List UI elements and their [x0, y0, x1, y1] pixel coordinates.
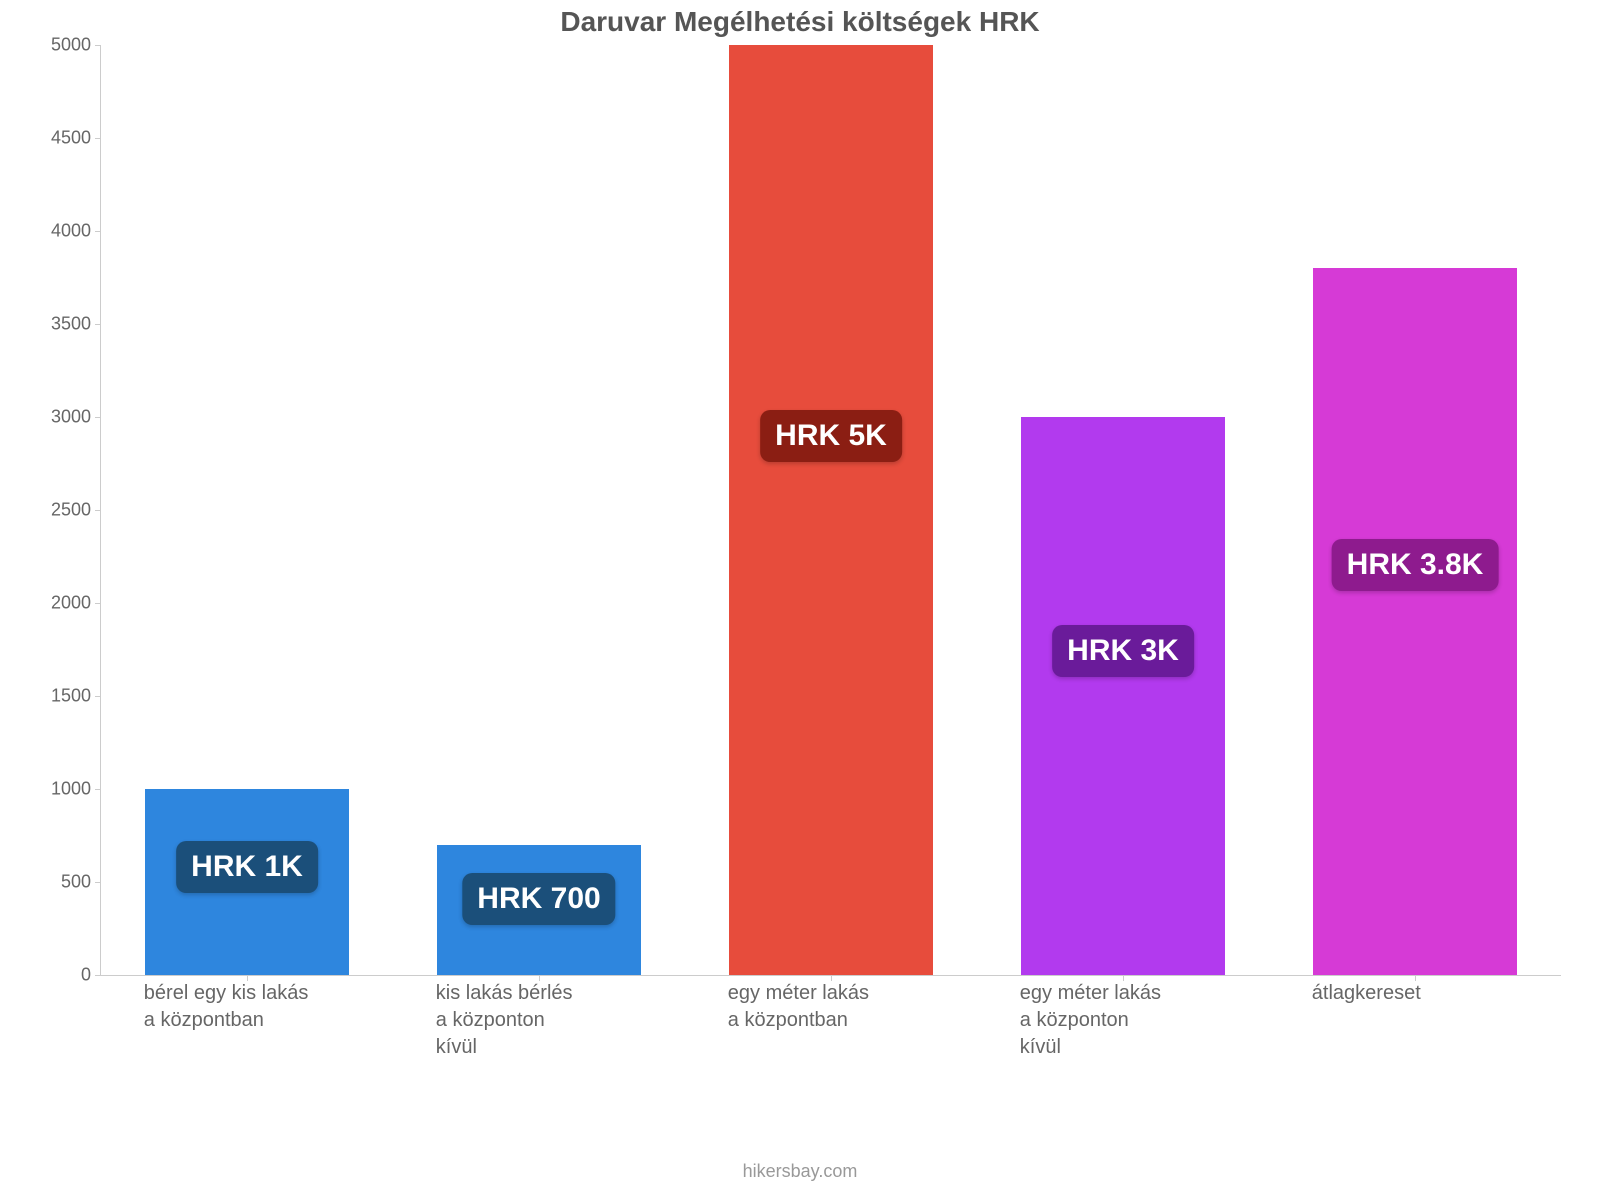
y-tick-mark	[95, 417, 101, 418]
value-badge: HRK 1K	[176, 841, 318, 893]
bar	[729, 45, 933, 975]
plot-area: 0500100015002000250030003500400045005000…	[100, 45, 1561, 976]
y-tick-label: 3500	[51, 314, 101, 335]
y-tick-label: 2000	[51, 593, 101, 614]
x-axis-label: bérel egy kis lakás a központban	[144, 980, 309, 1034]
x-axis-label: átlagkereset	[1312, 980, 1421, 1007]
attribution-text: hikersbay.com	[0, 1161, 1600, 1182]
x-axis-label: egy méter lakás a központon kívül	[1020, 980, 1161, 1061]
x-axis-label: kis lakás bérlés a központon kívül	[436, 980, 573, 1061]
value-badge: HRK 700	[462, 873, 615, 925]
value-badge: HRK 3.8K	[1332, 539, 1499, 591]
y-tick-label: 3000	[51, 407, 101, 428]
y-tick-mark	[95, 510, 101, 511]
y-tick-mark	[95, 696, 101, 697]
y-tick-mark	[95, 603, 101, 604]
value-badge: HRK 5K	[760, 410, 902, 462]
y-tick-label: 4000	[51, 221, 101, 242]
value-badge: HRK 3K	[1052, 625, 1194, 677]
x-axis-label: egy méter lakás a központban	[728, 980, 869, 1034]
bar	[1021, 417, 1225, 975]
y-tick-mark	[95, 138, 101, 139]
y-tick-mark	[95, 789, 101, 790]
y-tick-label: 1000	[51, 779, 101, 800]
y-tick-mark	[95, 45, 101, 46]
y-tick-mark	[95, 324, 101, 325]
bar	[1313, 268, 1517, 975]
y-tick-mark	[95, 882, 101, 883]
y-tick-mark	[95, 231, 101, 232]
cost-of-living-chart: Daruvar Megélhetési költségek HRK 050010…	[0, 0, 1600, 1200]
y-tick-label: 2500	[51, 500, 101, 521]
chart-title: Daruvar Megélhetési költségek HRK	[0, 6, 1600, 38]
y-tick-mark	[95, 975, 101, 976]
y-tick-label: 5000	[51, 35, 101, 56]
y-tick-label: 4500	[51, 128, 101, 149]
y-tick-label: 1500	[51, 686, 101, 707]
